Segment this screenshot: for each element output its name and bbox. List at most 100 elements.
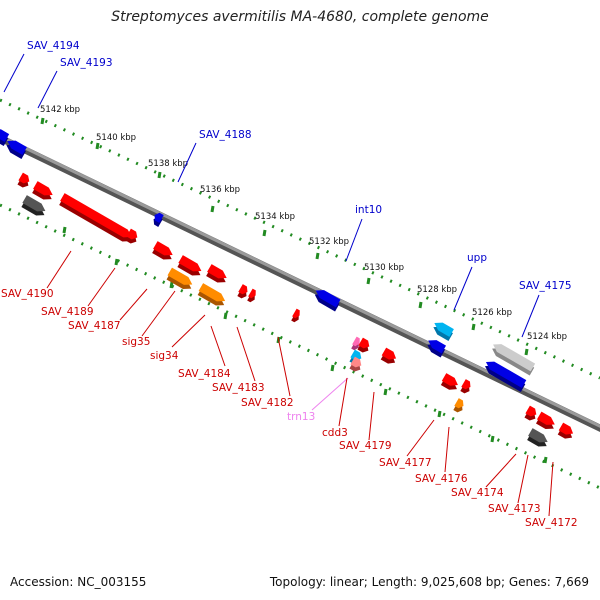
scale-label: 5126 kbp	[472, 308, 512, 318]
feature-sig34-orange-face	[198, 283, 226, 302]
upper-tick	[471, 323, 476, 331]
feature-sav-4174-face	[525, 405, 537, 417]
lower-tick	[169, 281, 174, 289]
feature-sav-4179-face	[381, 347, 397, 360]
feature-sav-4184-face	[207, 264, 227, 279]
scale-label: 5136 kbp	[200, 185, 240, 195]
feature-sig34-face	[178, 255, 202, 272]
reverse-label-sav-4190: SAV_4190	[1, 288, 54, 300]
feature-sav-4172	[557, 422, 574, 439]
reverse-label-cdd3: cdd3	[322, 427, 348, 439]
feature-sav-4183-b-face	[248, 288, 256, 299]
lower-tick	[543, 456, 548, 464]
feature-sav-4183-b	[247, 288, 256, 303]
upper-tick	[524, 348, 529, 356]
leader-line	[517, 454, 529, 504]
lower-tick	[62, 226, 67, 234]
feature-sig35-a-face	[126, 228, 138, 240]
leader-line	[3, 53, 25, 93]
feature-cdd3-c	[349, 356, 362, 372]
reverse-label-sav-4179: SAV_4179	[339, 440, 392, 452]
feature-sav-4175-2-face	[485, 361, 527, 388]
feature-sav-4173-face	[536, 411, 555, 425]
feature-sav-4190-face	[18, 172, 30, 184]
leader-line	[444, 426, 450, 473]
feature-upp-2-face	[428, 340, 447, 354]
reverse-label-sav-4173: SAV_4173	[488, 503, 541, 515]
leader-line	[87, 267, 116, 307]
feature-sig35-orange	[166, 267, 193, 289]
upper-tick	[315, 252, 320, 260]
feature-sav-4189	[32, 181, 53, 200]
feature-sav-4190-b-face	[22, 195, 46, 212]
feature-sav-4172-face	[558, 422, 574, 435]
feature-sig35-orange-face	[167, 267, 193, 285]
feature-sav-4183-face	[238, 284, 248, 295]
leader-line	[368, 391, 375, 441]
scale-label: 5132 kbp	[309, 237, 349, 247]
leader-line	[548, 461, 554, 517]
reverse-label-sig35: sig35	[122, 336, 150, 348]
feature-int10	[314, 290, 341, 312]
feature-group	[0, 129, 574, 447]
feature-sav-4179	[380, 347, 397, 364]
scale-label: 5140 kbp	[96, 133, 136, 143]
leader-line	[46, 250, 72, 289]
lower-tick	[114, 258, 119, 266]
lower-tick	[330, 364, 335, 372]
upper-tick	[262, 229, 267, 237]
feature-sav-4182	[291, 308, 300, 323]
feature-cdd3-b-face	[350, 349, 362, 361]
reverse-label-sig34: sig34	[150, 350, 179, 362]
forward-label-sav-4175: SAV_4175	[519, 280, 572, 292]
feature-cdd3-c-face	[350, 356, 362, 368]
backbone-group	[0, 133, 600, 433]
feature-sav-4175-face	[493, 344, 536, 372]
feature-cdd3-a	[357, 337, 370, 353]
feature-sav-4190	[17, 172, 30, 188]
feature-upp	[433, 322, 454, 341]
leader-line	[345, 218, 363, 262]
feature-upp-2	[427, 340, 447, 358]
forward-label-sav-4194: SAV_4194	[27, 40, 80, 52]
upper-tick	[95, 142, 100, 150]
feature-sav-4176-face	[454, 398, 464, 409]
scale-label: 5142 kbp	[40, 105, 80, 115]
leader-line	[485, 453, 517, 488]
upper-tick	[418, 301, 423, 309]
genome-map: 5142 kbp 5140 kbp 5138 kbp 5136 kbp 5134 kbp…	[0, 40, 600, 529]
scale-label: 5124 kbp	[527, 332, 567, 342]
leader-line	[236, 326, 256, 382]
reverse-label-trn13: trn13	[287, 411, 315, 423]
feature-sav-4188-face	[154, 212, 164, 223]
feature-sig35-face	[153, 241, 173, 256]
feature-sav-4184	[206, 264, 227, 283]
feature-sav-4173-gray-face	[528, 428, 548, 443]
feature-sav-4193	[6, 140, 27, 159]
upper-tick	[157, 171, 162, 179]
reverse-label-sav-4183: SAV_4183	[212, 382, 265, 394]
feature-sav-4194-face	[0, 129, 10, 142]
leader-line	[141, 290, 176, 337]
lower-tick	[223, 312, 228, 320]
leader-line	[406, 419, 435, 457]
scale-label: 5130 kbp	[364, 263, 404, 273]
lower-tick	[437, 410, 442, 418]
leader-line	[119, 288, 148, 321]
feature-sav-4173-gray	[527, 428, 548, 447]
reverse-label-sav-4189: SAV_4189	[41, 306, 94, 318]
label-group: 5142 kbp 5140 kbp 5138 kbp 5136 kbp 5134 kbp…	[1, 40, 578, 529]
topology-text: Topology: linear; Length: 9,025,608 bp; …	[269, 575, 589, 589]
feature-sav-4176	[453, 398, 464, 413]
leader-line	[210, 325, 226, 367]
feature-sav-4187-face	[60, 193, 132, 238]
feature-sav-4175-2	[484, 361, 527, 392]
accession-text: Accession: NC_003155	[10, 575, 147, 589]
leader-line	[521, 294, 540, 338]
feature-sav-4189-face	[33, 181, 53, 196]
upper-tick	[210, 205, 215, 213]
feature-trn13	[351, 336, 360, 351]
forward-label-int10: int10	[355, 204, 382, 216]
reverse-label-sav-4174: SAV_4174	[451, 487, 504, 499]
feature-int10-face	[315, 290, 341, 308]
